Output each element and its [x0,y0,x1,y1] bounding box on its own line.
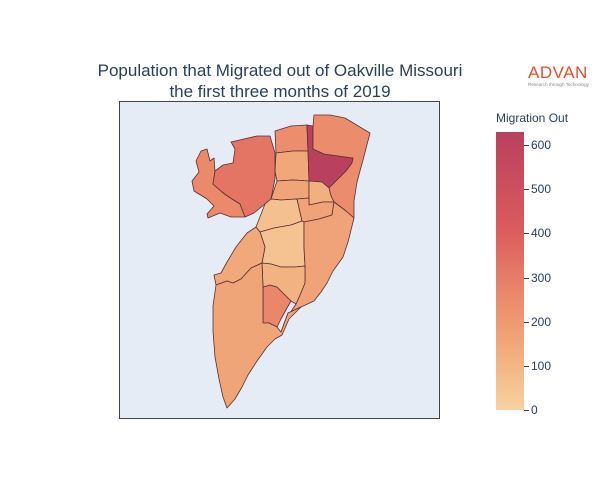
colorbar-tick-label: 500 [531,182,552,197]
colorbar-tick-mark [524,321,529,323]
map-region-north-center[interactable] [274,124,309,154]
map-region-center-top[interactable] [270,179,310,201]
colorbar-tick-label: 100 [531,358,552,373]
chart-title-line-1: Population that Migrated out of Oakville… [97,61,463,80]
colorbar-tick-label: 400 [531,226,552,241]
colorbar-title: Migration Out [496,111,569,125]
colorbar-tick-mark [524,365,529,367]
map-svg[interactable] [120,102,440,419]
map-region-west-peninsula[interactable] [191,148,246,219]
chart-title-line-2: the first three months of 2019 [169,82,391,101]
colorbar-tick-label: 300 [531,270,552,285]
colorbar-tick-label: 200 [531,314,552,329]
colorbar-tick-label: 0 [531,403,538,417]
colorbar-tick-mark [524,277,529,279]
map-region-south-large[interactable] [212,262,302,409]
colorbar-gradient [496,132,524,410]
colorbar-tick-label: 600 [531,138,552,153]
map-region-top-center[interactable] [274,150,310,182]
colorbar-tick-mark [524,233,529,235]
colorbar-tick-mark [524,145,529,147]
logo-wordmark: ADVAN [528,63,588,82]
colorbar-tick-mark [524,189,529,191]
map-area[interactable] [119,101,440,419]
map-region-northwest[interactable] [212,135,276,218]
logo-tagline: Research through Technology [528,82,589,87]
map-regions[interactable] [191,114,371,409]
colorbar-tick-mark [524,410,529,411]
advan-logo: ADVAN Research through Technology [528,64,590,88]
map-region-south-center[interactable] [261,262,306,305]
